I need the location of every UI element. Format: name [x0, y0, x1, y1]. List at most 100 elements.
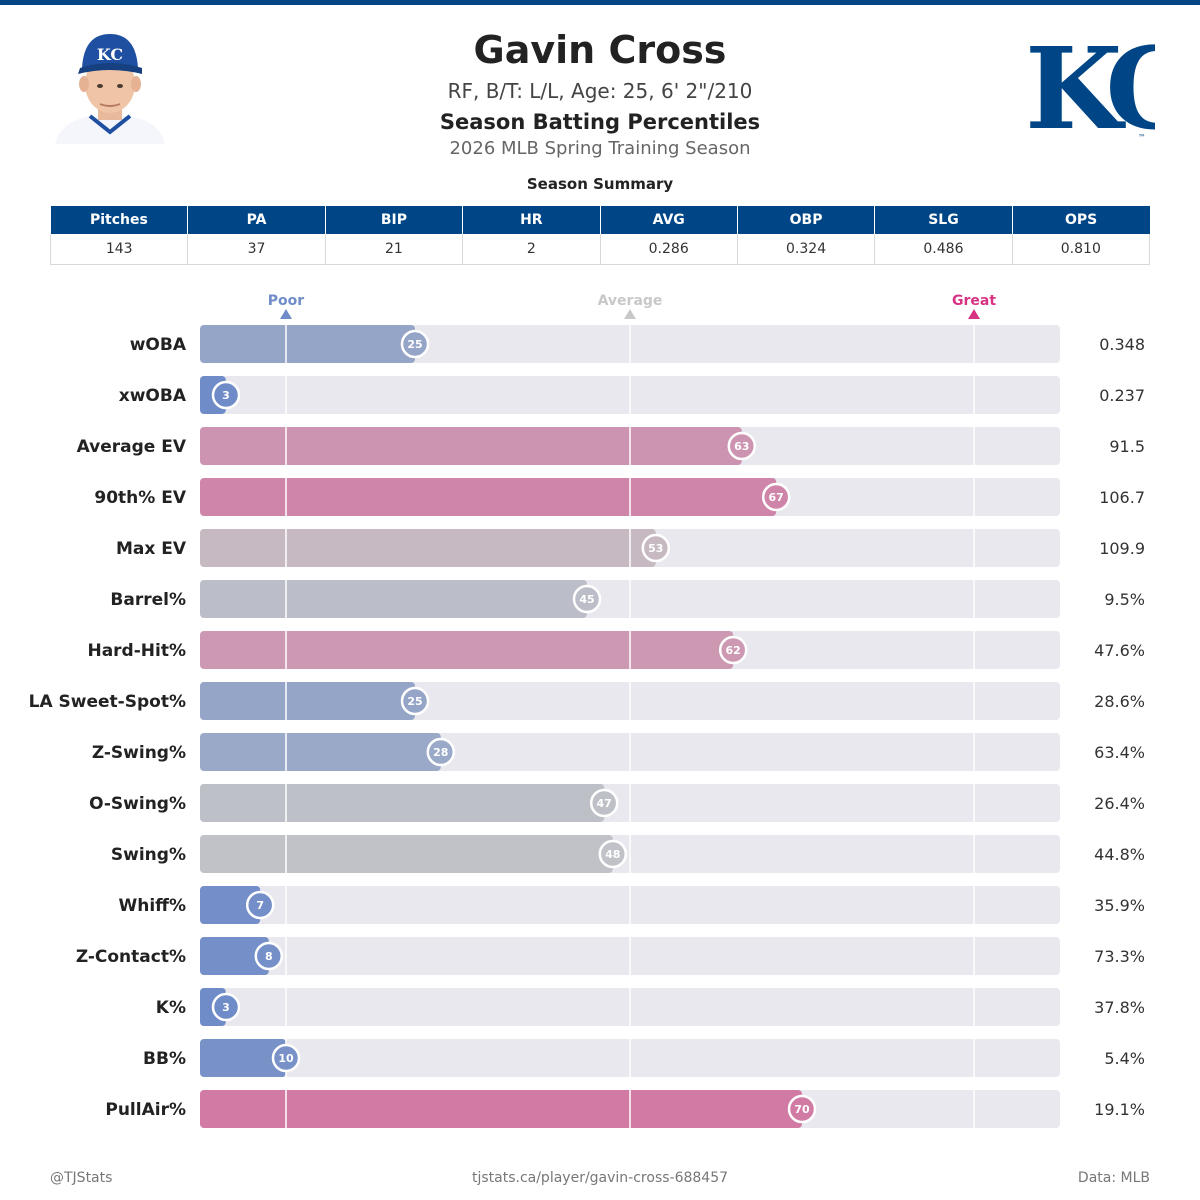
marker-triangle [968, 309, 980, 319]
percentile-label: 8 [265, 950, 273, 963]
summary-header-row: Pitches PA BIP HR AVG OBP SLG OPS [50, 206, 1150, 234]
summary-header: Pitches [50, 206, 189, 234]
percentile-badge [211, 380, 241, 410]
summary-header: HR [462, 206, 601, 234]
top-accent-bar [0, 0, 1200, 5]
metric-value: 109.9 [1099, 539, 1145, 558]
summary-header: OBP [737, 206, 876, 234]
summary-cell: 0.286 [599, 234, 738, 265]
metric-label: 90th% EV [94, 488, 186, 508]
percentile-bar [200, 1039, 286, 1077]
metric-value: 37.8% [1094, 998, 1145, 1017]
footer-source: Data: MLB [1077, 1170, 1150, 1186]
percentile-badge [211, 992, 241, 1022]
summary-header: BIP [325, 206, 464, 234]
summary-cell: 0.486 [874, 234, 1013, 265]
percentile-badge [598, 839, 628, 869]
metric-value: 35.9% [1094, 896, 1145, 915]
metric-value: 28.6% [1094, 692, 1145, 711]
summary-cell: 143 [49, 234, 189, 265]
percentile-bar [200, 1090, 802, 1128]
marker-triangle [280, 309, 292, 319]
summary-value-row: 143 37 21 2 0.286 0.324 0.486 0.810 [49, 234, 1151, 265]
metric-value: 9.5% [1104, 590, 1145, 609]
percentile-bar [200, 529, 656, 567]
summary-header: SLG [874, 206, 1013, 234]
marker-triangle [624, 309, 636, 319]
metric-value: 44.8% [1094, 845, 1145, 864]
percentile-badge [787, 1094, 817, 1124]
percentile-bar [200, 784, 605, 822]
metric-label: BB% [143, 1049, 186, 1069]
metric-value: 106.7 [1099, 488, 1145, 507]
summary-cell: 37 [187, 234, 326, 265]
svg-text:™: ™ [1138, 133, 1146, 142]
percentile-bar [200, 478, 777, 516]
metric-label: PullAir% [105, 1100, 186, 1120]
metric-value: 26.4% [1094, 794, 1145, 813]
percentile-bar [200, 733, 441, 771]
metric-value: 5.4% [1104, 1049, 1145, 1068]
percentile-label: 28 [433, 746, 448, 759]
footer-url[interactable]: tjstats.ca/player/gavin-cross-688457 [471, 1170, 729, 1186]
percentile-label: 10 [278, 1052, 294, 1065]
summary-title: Season Summary [526, 175, 674, 193]
metric-value: 47.6% [1094, 641, 1145, 660]
percentile-badge [254, 941, 284, 971]
player-bio: RF, B/T: L/L, Age: 25, 6' 2"/210 [447, 79, 753, 103]
svg-text:KC: KC [97, 45, 123, 64]
percentile-badge [572, 584, 602, 614]
metric-label: Whiff% [119, 896, 187, 916]
metric-value: 0.348 [1099, 335, 1145, 354]
metric-label: Max EV [116, 539, 187, 559]
percentile-badge [727, 431, 757, 461]
summary-cell: 0.810 [1011, 234, 1151, 265]
percentile-bar [200, 886, 261, 924]
percentile-badge [271, 1043, 301, 1073]
metric-label: O-Swing% [89, 794, 186, 814]
percentile-bar [200, 937, 269, 975]
marker-label: Great [952, 293, 996, 309]
percentile-label: 62 [726, 644, 741, 657]
percentile-label: 25 [407, 695, 422, 708]
metric-value: 19.1% [1094, 1100, 1145, 1119]
summary-cell: 0.324 [736, 234, 876, 265]
player-headshot: KC [50, 28, 170, 144]
metric-value: 91.5 [1109, 437, 1145, 456]
marker-label: Poor [268, 293, 304, 309]
percentile-label: 48 [605, 848, 620, 861]
metric-label: xwOBA [119, 386, 187, 406]
percentile-label: 3 [222, 389, 230, 402]
season-label: 2026 MLB Spring Training Season [449, 138, 751, 159]
percentile-badge [641, 533, 671, 563]
percentile-badge [426, 737, 456, 767]
percentile-label: 7 [256, 899, 264, 912]
metric-label: Average EV [77, 437, 187, 457]
percentile-label: 3 [222, 1001, 230, 1014]
percentile-badge [400, 329, 430, 359]
metric-value: 73.3% [1094, 947, 1145, 966]
metric-label: Barrel% [110, 590, 186, 610]
metric-value: 0.237 [1099, 386, 1145, 405]
summary-cell: 2 [462, 234, 601, 265]
percentile-label: 67 [769, 491, 784, 504]
summary-header: OPS [1012, 206, 1150, 234]
player-name: Gavin Cross [473, 28, 727, 72]
percentile-bar [200, 427, 742, 465]
metric-label: LA Sweet-Spot% [29, 692, 186, 712]
percentile-badge [400, 686, 430, 716]
percentile-badge [718, 635, 748, 665]
marker-label: Average [598, 293, 663, 309]
percentile-bar [200, 580, 587, 618]
metric-label: wOBA [130, 335, 187, 355]
metric-label: Swing% [111, 845, 186, 865]
chart-heading: Season Batting Percentiles [439, 110, 761, 134]
percentile-label: 25 [407, 338, 422, 351]
metric-label: Hard-Hit% [87, 641, 186, 661]
season-summary-table: Pitches PA BIP HR AVG OBP SLG OPS 143 37… [49, 206, 1151, 265]
percentile-bar [200, 835, 613, 873]
percentile-label: 53 [648, 542, 663, 555]
metric-value: 63.4% [1094, 743, 1145, 762]
percentile-label: 70 [794, 1103, 810, 1116]
summary-cell: 21 [324, 234, 464, 265]
